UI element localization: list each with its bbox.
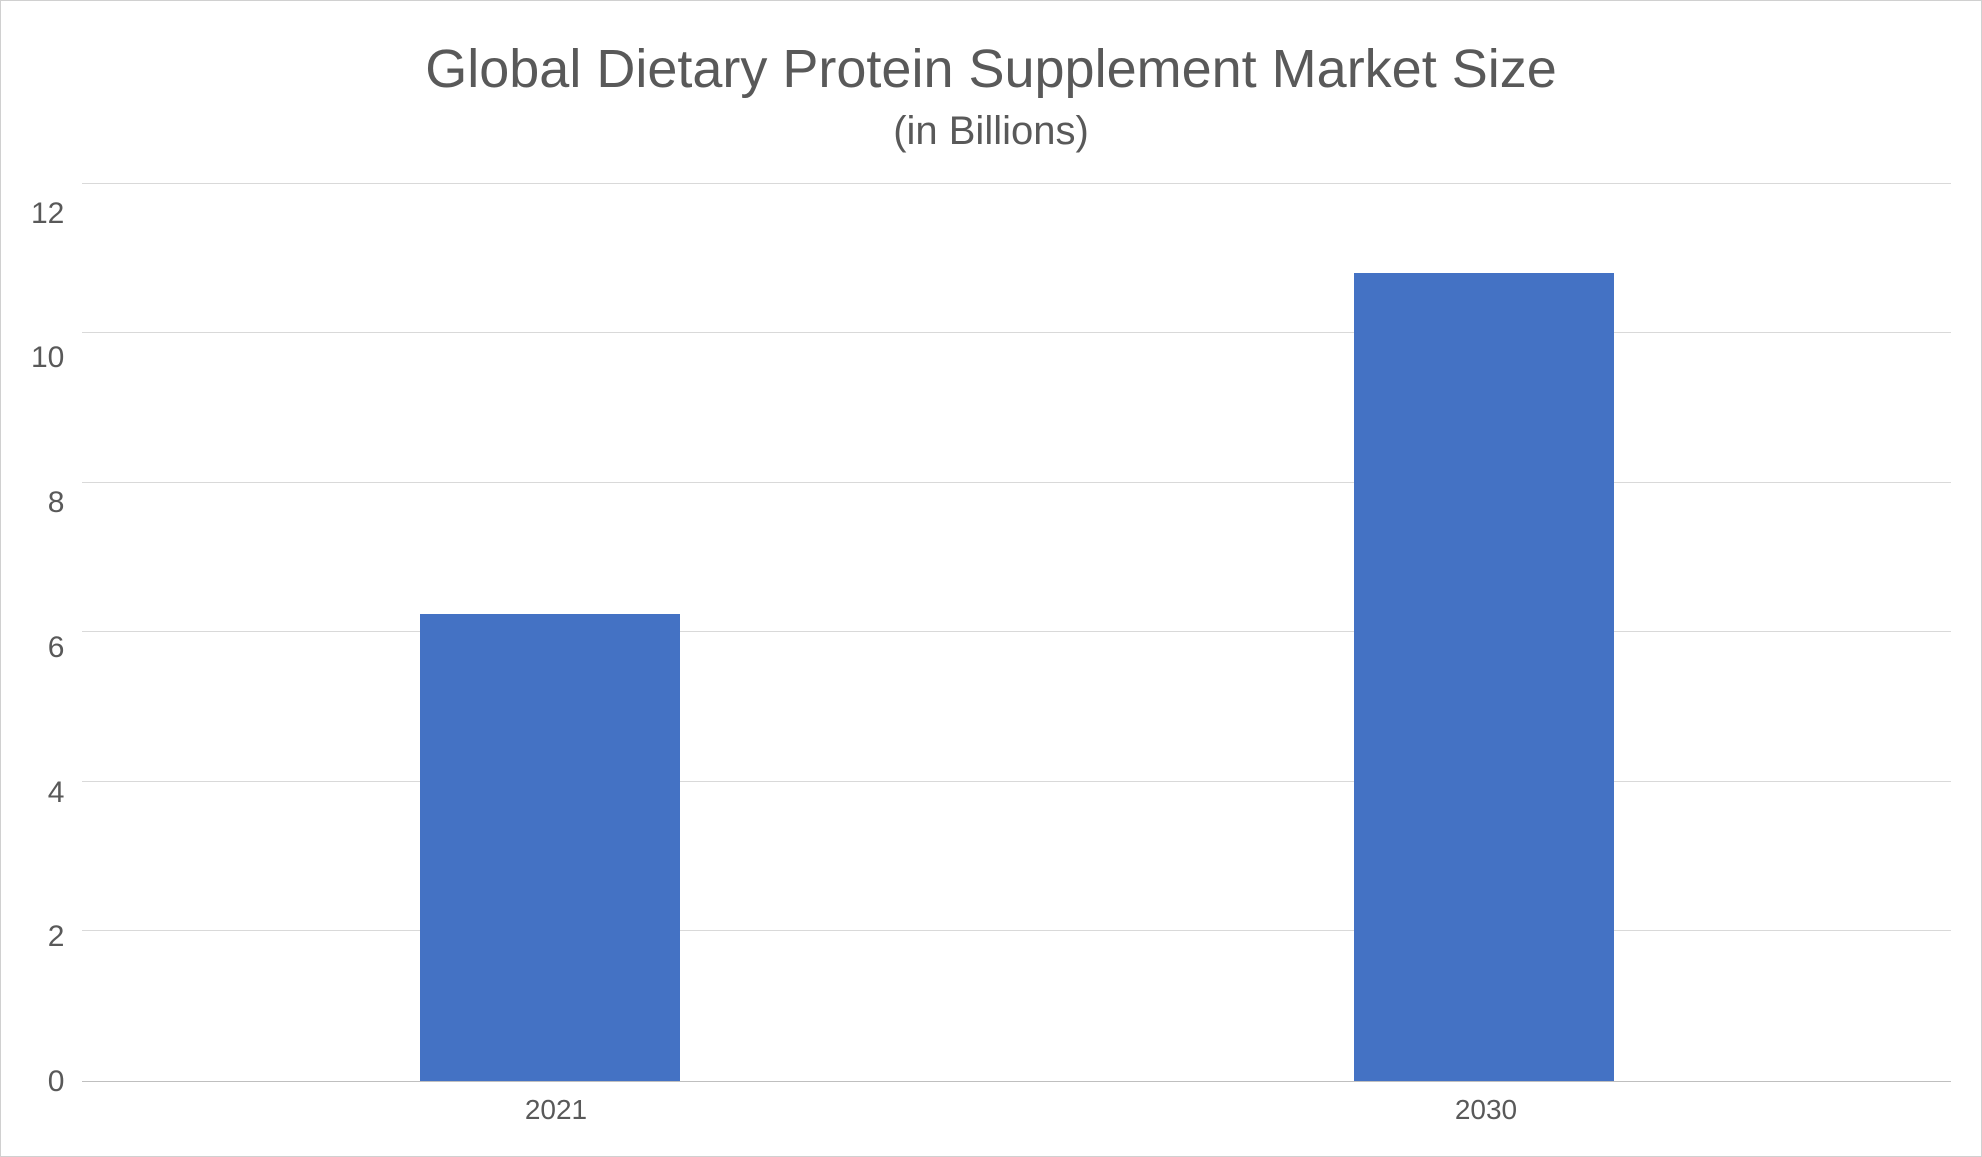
- chart-container: Global Dietary Protein Supplement Market…: [0, 0, 1982, 1157]
- y-tick: 2: [31, 922, 64, 952]
- y-tick: 12: [31, 199, 64, 229]
- bar-slot: [1017, 184, 1951, 1082]
- y-tick: 6: [31, 633, 64, 663]
- chart-title-block: Global Dietary Protein Supplement Market…: [31, 21, 1951, 154]
- plot-area: [82, 184, 1951, 1083]
- bar-2030: [1354, 273, 1614, 1081]
- chart-title: Global Dietary Protein Supplement Market…: [31, 36, 1951, 104]
- y-tick: 4: [31, 778, 64, 808]
- x-axis: 2021 2030: [31, 1082, 1951, 1126]
- bar-2021: [420, 614, 680, 1081]
- y-tick: 0: [31, 1067, 64, 1097]
- bars-layer: [82, 184, 1951, 1082]
- y-tick: 10: [31, 343, 64, 373]
- x-tick: 2021: [91, 1094, 1021, 1126]
- y-tick: 8: [31, 488, 64, 518]
- y-axis: 12 10 8 6 4 2 0: [31, 184, 82, 1083]
- bar-slot: [82, 184, 1016, 1082]
- chart-subtitle: (in Billions): [31, 109, 1951, 154]
- plot-body: 12 10 8 6 4 2 0: [31, 184, 1951, 1083]
- x-tick: 2030: [1021, 1094, 1951, 1126]
- x-labels: 2021 2030: [91, 1094, 1951, 1126]
- x-axis-spacer: [31, 1094, 91, 1126]
- plot-wrapper: 12 10 8 6 4 2 0: [31, 184, 1951, 1127]
